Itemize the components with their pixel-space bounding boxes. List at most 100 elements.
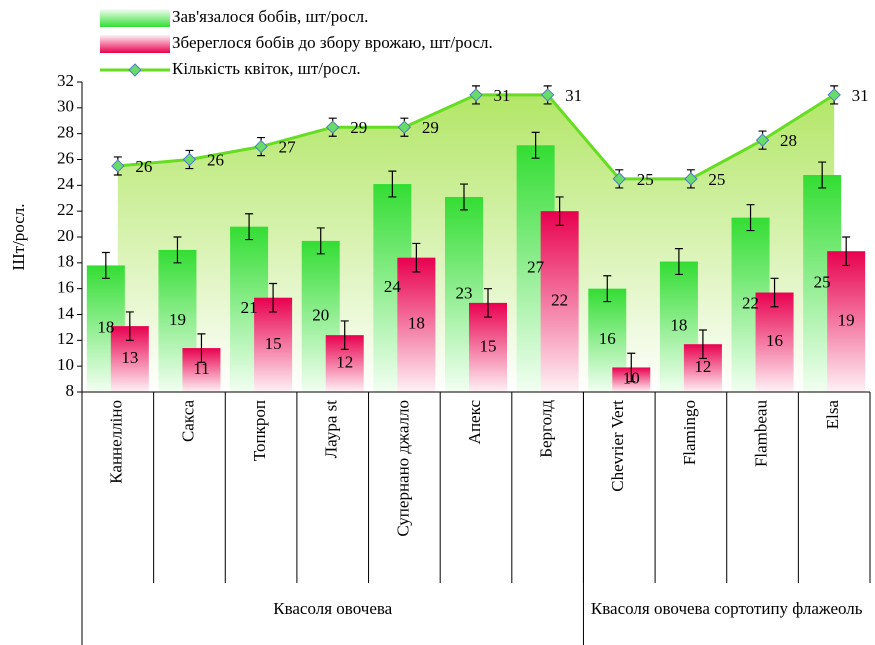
marker xyxy=(182,152,197,167)
data-label: 10 xyxy=(623,369,640,388)
data-label: 27 xyxy=(527,258,545,277)
bar xyxy=(469,302,507,392)
error-bar xyxy=(245,213,254,241)
y-tick-label: 26 xyxy=(57,148,74,167)
marker xyxy=(612,172,626,186)
y-tick-label: 28 xyxy=(57,123,74,142)
marker xyxy=(827,88,841,102)
error-bar xyxy=(173,236,182,264)
data-label: 19 xyxy=(169,310,186,329)
error-bar xyxy=(603,275,612,303)
y-tick-label: 16 xyxy=(57,278,74,297)
x-tick-label: Сакса xyxy=(178,400,197,442)
error-bar xyxy=(460,183,468,211)
x-tick-label: Берголд xyxy=(537,400,556,458)
data-label: 11 xyxy=(193,359,209,378)
error-bar xyxy=(269,282,278,313)
marker xyxy=(326,120,340,134)
error-bar xyxy=(674,248,683,276)
error-bar xyxy=(770,277,779,308)
y-tick-label: 14 xyxy=(57,303,75,322)
legend-label: Збереглося бобів до збору врожаю, шт/рос… xyxy=(172,33,493,52)
marker xyxy=(540,88,555,102)
bar xyxy=(755,292,794,392)
marker xyxy=(755,133,770,147)
group-label: Квасоля овочева сортотипу флажеоль xyxy=(590,599,863,618)
legend-swatch xyxy=(100,9,170,27)
marker xyxy=(111,159,125,173)
x-tick-label: Апекс xyxy=(465,400,484,445)
bar xyxy=(254,297,293,392)
data-label: 26 xyxy=(135,157,152,176)
data-label: 12 xyxy=(336,352,353,371)
y-tick-label: 18 xyxy=(57,252,74,271)
data-label: 18 xyxy=(97,318,114,337)
marker xyxy=(684,172,698,186)
error-bar xyxy=(388,170,397,198)
legend-swatch xyxy=(100,35,170,53)
data-label: 31 xyxy=(494,86,511,105)
x-tick-label: Каннелліно xyxy=(107,400,126,484)
data-label: 29 xyxy=(350,118,367,137)
error-bar xyxy=(101,251,110,279)
error-bar xyxy=(125,311,134,341)
data-label: 25 xyxy=(637,170,654,189)
data-label: 31 xyxy=(852,86,869,105)
data-label: 19 xyxy=(838,311,855,330)
data-label: 18 xyxy=(408,314,425,333)
data-label: 25 xyxy=(814,272,831,291)
data-label: 22 xyxy=(551,290,568,309)
x-tick-label: Лаура st xyxy=(322,400,341,459)
data-label: 21 xyxy=(241,298,258,317)
data-label: 20 xyxy=(312,305,329,324)
error-bar xyxy=(627,352,636,383)
data-label: 16 xyxy=(766,331,783,350)
data-label: 15 xyxy=(480,336,497,355)
y-tick-label: 22 xyxy=(57,200,74,219)
data-label: 31 xyxy=(565,86,582,105)
error-bar xyxy=(484,288,492,318)
error-bar xyxy=(842,236,851,267)
legend-marker xyxy=(128,63,142,77)
data-label: 18 xyxy=(670,316,687,335)
y-tick-label: 30 xyxy=(57,97,74,116)
x-tick-label: Elsa xyxy=(823,400,842,430)
data-label: 12 xyxy=(694,357,711,376)
data-label: 27 xyxy=(279,137,297,156)
group-label: Квасоля овочева xyxy=(273,599,393,618)
data-label: 29 xyxy=(422,118,439,137)
data-label: 13 xyxy=(121,348,138,367)
error-bar xyxy=(698,329,707,360)
y-tick-label: 24 xyxy=(57,174,75,193)
error-bar xyxy=(555,196,564,226)
bar xyxy=(397,257,436,392)
x-tick-label: Chevrier Vert xyxy=(608,400,627,492)
error-bar xyxy=(531,131,540,159)
x-tick-label: Flamingo xyxy=(680,400,699,465)
data-label: 16 xyxy=(599,329,616,348)
marker xyxy=(254,139,268,154)
error-bar xyxy=(412,242,421,273)
y-axis-label: Шт/росл. xyxy=(9,203,28,270)
legend-label: Кількість квіток, шт/росл. xyxy=(172,59,361,78)
marker xyxy=(397,120,412,134)
error-bar xyxy=(746,204,755,232)
marker xyxy=(469,88,483,102)
error-bar xyxy=(818,161,827,189)
data-label: 23 xyxy=(456,283,473,302)
x-tick-label: Flambeau xyxy=(751,400,770,468)
data-label: 25 xyxy=(708,170,725,189)
data-label: 26 xyxy=(207,150,224,169)
error-bar xyxy=(316,227,325,255)
y-tick-label: 8 xyxy=(66,381,75,400)
y-tick-label: 12 xyxy=(57,329,74,348)
data-label: 22 xyxy=(742,294,759,313)
data-label: 28 xyxy=(780,131,797,150)
y-tick-label: 32 xyxy=(57,71,74,90)
data-label: 15 xyxy=(265,334,282,353)
data-label: 24 xyxy=(384,277,402,296)
y-tick-label: 10 xyxy=(57,355,74,374)
x-tick-label: Супернано джалло xyxy=(393,400,412,537)
